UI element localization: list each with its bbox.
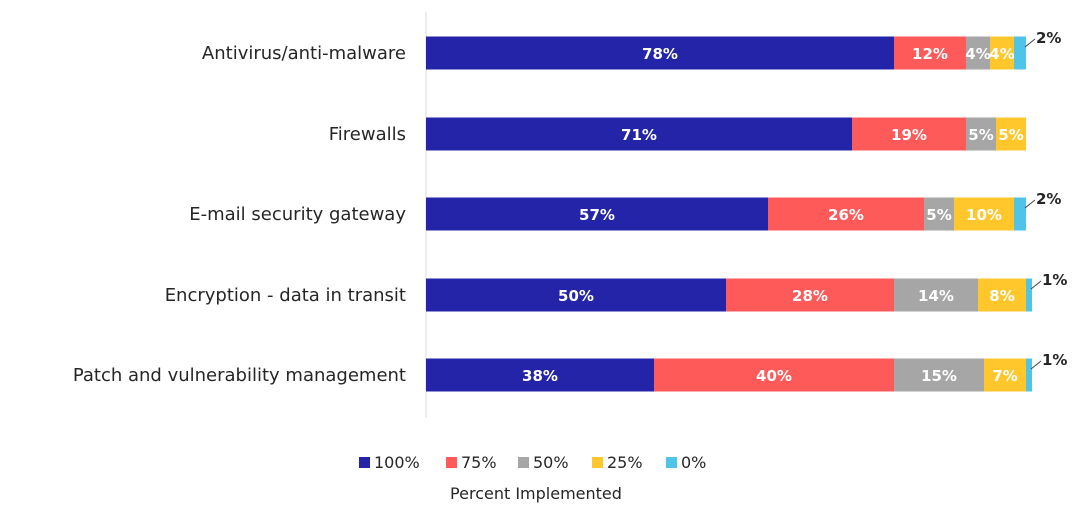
category-label-encryption-data-in-transit: Encryption - data in transit	[165, 285, 406, 306]
bar-segment-patch-and-vulnerability-management-100	[426, 358, 654, 392]
bar-segment-firewalls-75	[852, 117, 966, 151]
data-label-patch-and-vulnerability-management-100: 38%	[522, 367, 558, 385]
callout-leader-encryption-data-in-transit	[1030, 280, 1042, 290]
callout-leader-antivirus-anti-malware	[1024, 38, 1036, 48]
data-label-patch-and-vulnerability-management-0: 1%	[1042, 351, 1067, 369]
bar-segment-patch-and-vulnerability-management-50	[894, 358, 984, 392]
data-label-encryption-data-in-transit-0: 1%	[1042, 271, 1067, 289]
data-label-encryption-data-in-transit-75: 28%	[792, 287, 828, 305]
x-axis-title: Percent Implemented	[450, 484, 622, 503]
data-label-antivirus-anti-malware-75: 12%	[912, 45, 948, 63]
legend: 100% 75% 50% 25% 0%	[359, 453, 706, 472]
data-label-antivirus-anti-malware-50: 4%	[965, 45, 990, 63]
bar-segment-patch-and-vulnerability-management-0	[1026, 358, 1032, 392]
bar-segment-antivirus-anti-malware-50	[966, 36, 990, 70]
callout-labels: 2% 2% 1% 1%	[1024, 29, 1067, 370]
bar-segment-patch-and-vulnerability-management-75	[654, 358, 894, 392]
bar-segment-e-mail-security-gateway-100	[426, 197, 768, 231]
bar-segment-antivirus-anti-malware-100	[426, 36, 894, 70]
bar-segment-antivirus-anti-malware-25	[990, 36, 1014, 70]
data-label-encryption-data-in-transit-25: 8%	[989, 287, 1014, 305]
bar-segment-firewalls-50	[966, 117, 996, 151]
legend-label-25: 25%	[607, 453, 643, 472]
legend-swatch-100	[359, 457, 370, 468]
legend-label-75: 75%	[461, 453, 497, 472]
bar-segment-antivirus-anti-malware-75	[894, 36, 966, 70]
data-label-e-mail-security-gateway-100: 57%	[579, 206, 615, 224]
bar-segment-antivirus-anti-malware-0	[1014, 36, 1026, 70]
category-label-patch-and-vulnerability-management: Patch and vulnerability management	[73, 365, 406, 386]
category-labels: Antivirus/anti-malware Firewalls E-mail se…	[73, 43, 407, 386]
data-label-e-mail-security-gateway-25: 10%	[966, 206, 1002, 224]
bar-segment-firewalls-25	[996, 117, 1026, 151]
data-label-e-mail-security-gateway-50: 5%	[926, 206, 951, 224]
bar-segment-e-mail-security-gateway-25	[954, 197, 1014, 231]
legend-swatch-75	[446, 457, 457, 468]
bar-segment-encryption-data-in-transit-0	[1026, 278, 1032, 312]
bar-segment-e-mail-security-gateway-0	[1014, 197, 1026, 231]
legend-label-0: 0%	[681, 453, 706, 472]
data-label-encryption-data-in-transit-50: 14%	[918, 287, 954, 305]
data-label-e-mail-security-gateway-75: 26%	[828, 206, 864, 224]
bar-segment-patch-and-vulnerability-management-25	[984, 358, 1026, 392]
bar-segment-e-mail-security-gateway-75	[768, 197, 924, 231]
data-label-firewalls-50: 5%	[968, 126, 993, 144]
data-label-antivirus-anti-malware-100: 78%	[642, 45, 678, 63]
callout-leader-e-mail-security-gateway	[1024, 199, 1036, 209]
data-label-patch-and-vulnerability-management-25: 7%	[992, 367, 1017, 385]
bar-segment-encryption-data-in-transit-50	[894, 278, 978, 312]
bar-segment-encryption-data-in-transit-25	[978, 278, 1026, 312]
callout-leader-patch-and-vulnerability-management	[1030, 360, 1042, 370]
data-label-firewalls-25: 5%	[998, 126, 1023, 144]
legend-swatch-50	[518, 457, 529, 468]
data-label-patch-and-vulnerability-management-50: 15%	[921, 367, 957, 385]
data-label-encryption-data-in-transit-100: 50%	[558, 287, 594, 305]
data-label-patch-and-vulnerability-management-75: 40%	[756, 367, 792, 385]
bar-segment-encryption-data-in-transit-75	[726, 278, 894, 312]
legend-label-100: 100%	[374, 453, 420, 472]
category-label-e-mail-security-gateway: E-mail security gateway	[189, 204, 406, 225]
bar-segment-encryption-data-in-transit-100	[426, 278, 726, 312]
bar-segment-e-mail-security-gateway-50	[924, 197, 954, 231]
bar-segment-firewalls-100	[426, 117, 852, 151]
category-label-firewalls: Firewalls	[329, 124, 406, 145]
data-label-firewalls-75: 19%	[891, 126, 927, 144]
legend-swatch-0	[666, 457, 677, 468]
data-label-antivirus-anti-malware-0: 2%	[1036, 29, 1061, 47]
legend-swatch-25	[592, 457, 603, 468]
data-label-firewalls-100: 71%	[621, 126, 657, 144]
data-label-antivirus-anti-malware-25: 4%	[989, 45, 1014, 63]
category-label-antivirus-anti-malware: Antivirus/anti-malware	[202, 43, 406, 64]
legend-label-50: 50%	[533, 453, 569, 472]
data-label-e-mail-security-gateway-0: 2%	[1036, 190, 1061, 208]
bars-group: 78% 12% 4%4% 71% 19% 5% 5% 57% 26% 5% 10% 50% 28% 14%…	[426, 36, 1032, 392]
